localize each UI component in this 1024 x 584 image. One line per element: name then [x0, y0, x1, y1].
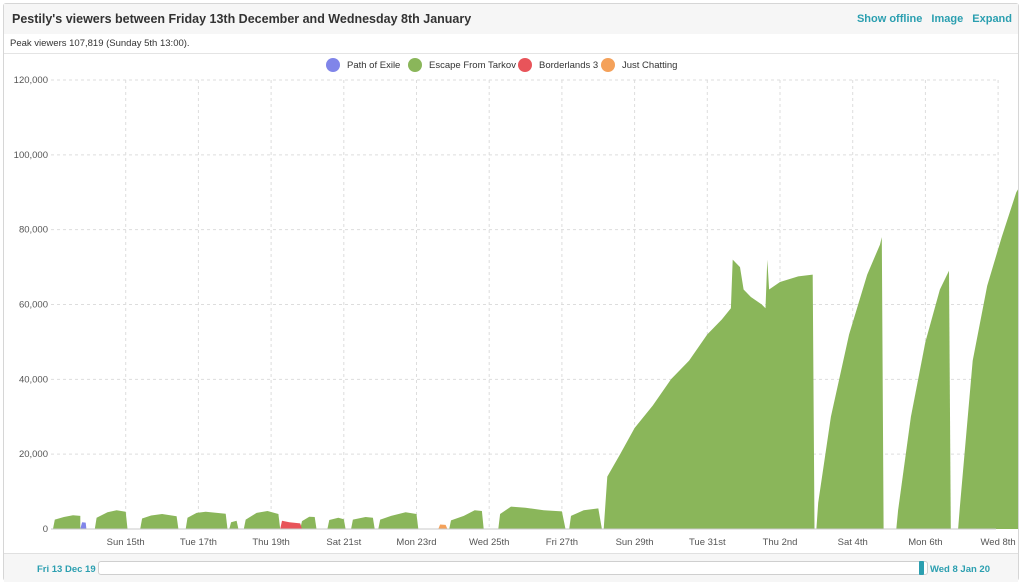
x-tick-label: Sat 21st — [326, 537, 361, 548]
legend-escape-from-tarkov[interactable]: Escape From Tarkov — [408, 58, 516, 72]
chart-axes: 0 20,000 40,000 60,000 80,000 100,000 120,000 S… — [14, 75, 1016, 548]
x-tick-label: Fri 27th — [546, 537, 578, 548]
area-escape-from-tarkov — [351, 517, 375, 529]
area-escape-from-tarkov — [94, 510, 128, 529]
legend-just-chatting[interactable]: Just Chatting — [601, 58, 677, 72]
chart-header: Pestily's viewers between Friday 13th De… — [4, 4, 1018, 35]
legend-swatch-path-of-exile — [326, 58, 340, 72]
area-escape-from-tarkov — [53, 515, 81, 529]
area-escape-from-tarkov — [185, 511, 228, 529]
area-borderlands-3 — [280, 520, 302, 529]
x-tick-label: Sat 4th — [838, 537, 868, 548]
legend-label-escape-from-tarkov: Escape From Tarkov — [429, 59, 516, 71]
legend-swatch-escape-from-tarkov — [408, 58, 422, 72]
y-tick-label: 100,000 — [14, 150, 48, 161]
navigator-start-label: Fri 13 Dec 19 — [37, 564, 96, 575]
y-tick-label: 60,000 — [19, 300, 48, 311]
legend-label-just-chatting: Just Chatting — [622, 59, 678, 71]
chart-panel: Pestily's viewers between Friday 13th De… — [3, 3, 1020, 582]
navigator-end-label: Wed 8 Jan 20 — [929, 564, 990, 575]
area-just-chatting — [438, 524, 448, 529]
x-tick-label: Mon 23rd — [396, 537, 436, 548]
area-escape-from-tarkov — [140, 514, 179, 529]
expand-link[interactable]: Expand — [972, 13, 1012, 25]
legend-swatch-borderlands-3 — [518, 58, 532, 72]
area-escape-from-tarkov — [449, 510, 484, 529]
area-escape-from-tarkov — [378, 512, 419, 529]
peak-viewers-bar: Peak viewers 107,819 (Sunday 5th 13:00). — [4, 34, 1018, 54]
legend-swatch-just-chatting — [601, 58, 615, 72]
area-path-of-exile — [80, 522, 87, 529]
show-offline-link[interactable]: Show offline — [856, 13, 923, 25]
area-escape-from-tarkov — [300, 516, 317, 529]
area-escape-from-tarkov — [498, 506, 566, 529]
area-escape-from-tarkov — [229, 520, 239, 529]
area-escape-from-tarkov — [816, 237, 884, 529]
legend-label-path-of-exile: Path of Exile — [347, 59, 401, 71]
chart-areas — [53, 189, 1018, 529]
area-escape-from-tarkov — [243, 511, 281, 529]
navigator-bar: Fri 13 Dec 19 Wed 8 Jan 20 — [4, 553, 1018, 582]
area-escape-from-tarkov — [603, 259, 815, 529]
header-actions: Show offline Image Expand — [851, 13, 1012, 25]
y-tick-label: 0 — [43, 524, 48, 535]
x-tick-label: Wed 25th — [469, 537, 510, 548]
legend-label-borderlands-3: Borderlands 3 — [539, 59, 599, 71]
y-tick-label: 40,000 — [19, 374, 48, 385]
y-tick-label: 20,000 — [19, 449, 48, 460]
navigator-track[interactable] — [98, 561, 928, 575]
area-escape-from-tarkov — [958, 189, 1018, 529]
legend-path-of-exile[interactable]: Path of Exile — [326, 58, 400, 72]
image-link[interactable]: Image — [931, 13, 964, 25]
x-tick-label: Wed 8th — [980, 537, 1015, 548]
legend-borderlands-3[interactable]: Borderlands 3 — [518, 58, 598, 72]
x-tick-label: Thu 19th — [252, 537, 290, 548]
area-escape-from-tarkov — [327, 517, 346, 529]
area-escape-from-tarkov — [569, 508, 602, 529]
viewers-chart: 0 20,000 40,000 60,000 80,000 100,000 120,000 S… — [14, 75, 1018, 548]
y-tick-label: 80,000 — [19, 225, 48, 236]
area-escape-from-tarkov — [896, 270, 951, 529]
x-tick-label: Sun 29th — [616, 537, 654, 548]
x-tick-label: Thu 2nd — [763, 537, 798, 548]
y-tick-label: 120,000 — [14, 75, 48, 86]
peak-viewers-text: Peak viewers 107,819 (Sunday 5th 13:00). — [10, 38, 190, 49]
chart-title: Pestily's viewers between Friday 13th De… — [12, 12, 472, 26]
x-tick-label: Tue 17th — [180, 537, 217, 548]
x-tick-label: Mon 6th — [908, 537, 942, 548]
x-tick-label: Tue 31st — [689, 537, 726, 548]
x-tick-label: Sun 15th — [107, 537, 145, 548]
navigator-handle[interactable] — [919, 561, 924, 575]
chart-legend: Path of Exile Escape From Tarkov Borderl… — [4, 58, 1020, 74]
